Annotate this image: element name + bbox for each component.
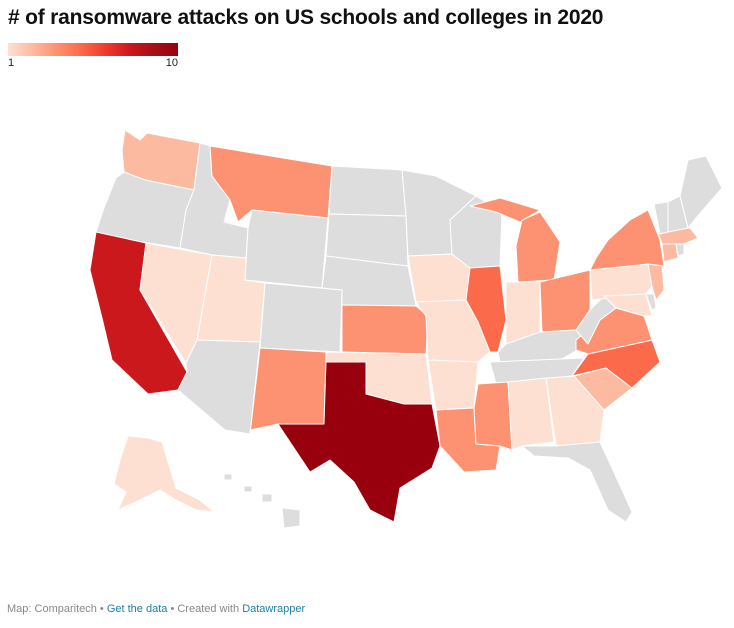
footer-source: Map: Comparitech [7, 603, 97, 615]
state-ar[interactable] [427, 359, 479, 411]
state-mt[interactable] [209, 145, 333, 223]
state-co[interactable] [259, 282, 343, 353]
legend-max-label: 10 [165, 57, 178, 69]
state-al[interactable] [507, 377, 555, 451]
state-or[interactable] [95, 171, 195, 249]
state-hi[interactable] [223, 473, 301, 529]
state-il[interactable] [465, 265, 507, 353]
state-wy[interactable] [244, 209, 329, 289]
legend-labels: 1 10 [8, 56, 178, 70]
footer: Map: Comparitech • Get the data • Create… [7, 603, 305, 615]
footer-separator-2: • [167, 603, 178, 615]
state-nm[interactable] [249, 347, 327, 435]
get-data-link[interactable]: Get the data [106, 603, 168, 615]
legend-min-label: 1 [8, 57, 15, 69]
state-az[interactable] [177, 339, 261, 435]
us-map [89, 129, 723, 529]
footer-created-with: Created with [177, 603, 240, 615]
legend-gradient-bar [8, 43, 178, 56]
state-de[interactable] [645, 293, 657, 311]
state-nd[interactable] [328, 165, 407, 217]
state-ms[interactable] [473, 381, 513, 451]
state-fl[interactable] [521, 441, 633, 523]
state-ny[interactable] [589, 209, 665, 271]
datawrapper-link[interactable]: Datawrapper [242, 603, 306, 615]
chart-title: # of ransomware attacks on US schools an… [8, 6, 604, 29]
state-ak[interactable] [113, 435, 215, 513]
color-legend: 1 10 [8, 43, 178, 70]
state-tx[interactable] [277, 361, 441, 523]
state-md[interactable] [603, 293, 653, 317]
state-me[interactable] [679, 155, 723, 229]
state-ks[interactable] [341, 304, 429, 355]
footer-separator: • [96, 603, 107, 615]
state-ct[interactable] [661, 243, 679, 263]
state-ri[interactable] [675, 243, 685, 257]
